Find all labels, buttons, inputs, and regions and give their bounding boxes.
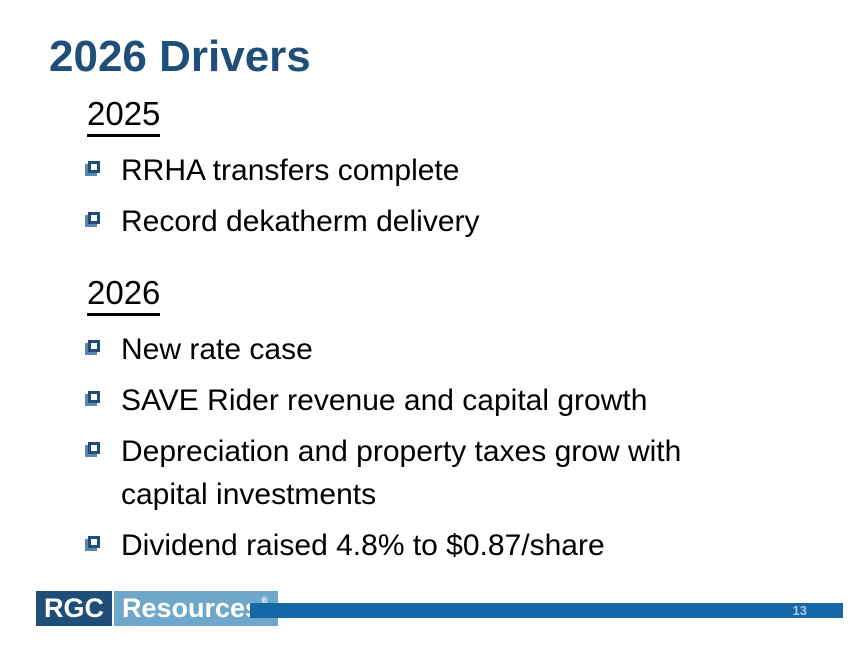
page-number: 13: [792, 603, 807, 618]
list-item: RRHA transfers complete: [85, 149, 795, 192]
logo-resources-text: Resources: [122, 593, 261, 623]
section-heading-2025: 2025: [87, 96, 161, 137]
bullet-text: Depreciation and property taxes grow wit…: [121, 435, 682, 511]
logo-rgc-box: RGC: [36, 591, 112, 626]
slide-title: 2026 Drivers: [49, 32, 311, 81]
bullet-text: SAVE Rider revenue and capital growth: [121, 384, 648, 417]
square-bullet-icon: [88, 161, 100, 173]
list-item: SAVE Rider revenue and capital growth: [85, 379, 795, 422]
section-2025: 2025 RRHA transfers complete Record deka…: [85, 96, 795, 243]
list-item: Dividend raised 4.8% to $0.87/share: [85, 524, 795, 567]
rgc-resources-logo: RGC Resources ®: [36, 591, 278, 626]
bullet-text: New rate case: [121, 333, 313, 366]
square-bullet-icon: [88, 212, 100, 224]
list-item: Depreciation and property taxes grow wit…: [85, 430, 795, 516]
square-bullet-icon: [88, 340, 100, 352]
section-heading-2026: 2026: [87, 275, 161, 316]
slide-body: 2025 RRHA transfers complete Record deka…: [85, 96, 795, 575]
square-bullet-icon: [88, 536, 100, 548]
bullet-list-2026: New rate case SAVE Rider revenue and cap…: [85, 328, 795, 567]
list-item: New rate case: [85, 328, 795, 371]
bullet-text: Dividend raised 4.8% to $0.87/share: [121, 529, 605, 562]
square-bullet-icon: [88, 391, 100, 403]
list-item: Record dekatherm delivery: [85, 200, 795, 243]
bullet-text: Record dekatherm delivery: [121, 205, 480, 238]
footer-accent-bar: 13: [250, 603, 843, 618]
square-bullet-icon: [88, 442, 100, 454]
logo-trademark: ®: [261, 595, 268, 605]
bullet-text: RRHA transfers complete: [121, 154, 460, 187]
section-2026: 2026 New rate case SAVE Rider revenue an…: [85, 275, 795, 567]
bullet-list-2025: RRHA transfers complete Record dekatherm…: [85, 149, 795, 243]
